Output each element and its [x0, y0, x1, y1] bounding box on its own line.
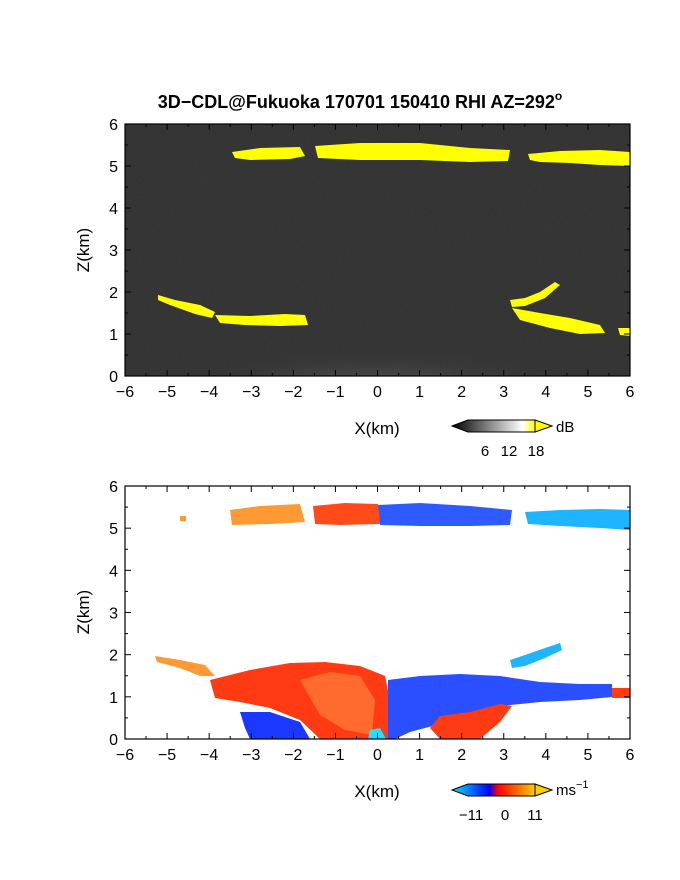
velocity-cloud-orange [230, 504, 305, 525]
velocity-cloud-speck [180, 516, 186, 521]
reflectivity-y-tick-label: 5 [109, 159, 118, 176]
velocity-colorbar-tick-2: 11 [527, 807, 543, 824]
velocity-colorbar: ms−1 −11 0 11 [450, 779, 589, 824]
velocity-colorbar-tick-0: −11 [459, 807, 483, 824]
reflectivity-x-tick-label: −1 [326, 384, 344, 401]
high-reflectivity-features [158, 143, 630, 336]
velocity-axes: −6 −5 −4 −3 −2 −1 0 1 2 3 4 5 6 0 1 2 3 4 5 6 [109, 479, 634, 764]
reflectivity-axes: −6 −5 −4 −3 −2 −1 0 1 2 3 4 5 6 0 1 2 3 4 5 6 [109, 117, 634, 401]
cloud-layer-segment-b [315, 143, 510, 162]
velocity-x-tick-label: −3 [242, 747, 260, 764]
reflectivity-y-axis-label: Z(km) [74, 228, 93, 272]
reflectivity-y-tick-label: 2 [109, 285, 118, 302]
velocity-colorbar-arrow [534, 783, 554, 797]
velocity-x-axis-label: X(km) [354, 782, 399, 801]
velocity-colorbar-unit: ms−1 [556, 779, 589, 799]
reflectivity-y-tick-label: 1 [109, 327, 118, 344]
velocity-panel: −6 −5 −4 −3 −2 −1 0 1 2 3 4 5 6 0 1 2 3 4 5 6 X(km) Z(km) m… [74, 479, 635, 824]
reflectivity-x-tick-label: −5 [158, 384, 176, 401]
reflectivity-x-tick-label: 6 [626, 384, 635, 401]
velocity-cloud-lightblue [525, 509, 630, 530]
reflectivity-y-tick-label: 4 [109, 201, 118, 218]
chart-title: 3D−CDL@Fukuoka 170701 150410 RHI AZ=292o [158, 89, 562, 112]
reflectivity-x-tick-label: 1 [415, 384, 424, 401]
cloud-layer-segment-a [232, 147, 305, 160]
velocity-x-tick-label: −5 [158, 747, 176, 764]
velocity-y-tick-label: 3 [109, 606, 118, 623]
reflectivity-x-tick-label: 4 [541, 384, 550, 401]
reflectivity-colorbar-unit: dB [556, 419, 574, 436]
velocity-y-axis-label: Z(km) [74, 590, 93, 634]
left-cloud-base-a [158, 295, 215, 318]
velocity-upper-lightblue [510, 643, 562, 668]
velocity-colorbar-unit-base: ms [556, 782, 576, 799]
velocity-x-tick-label: 4 [541, 747, 550, 764]
title-text: 3D−CDL@Fukuoka 170701 150410 RHI AZ=292 [158, 92, 555, 112]
cloud-layer-segment-c [528, 150, 630, 166]
velocity-y-tick-label: 6 [109, 479, 118, 496]
velocity-lower-left-blue [240, 712, 310, 739]
velocity-cloud-red [313, 503, 380, 525]
reflectivity-y-tick-label: 3 [109, 243, 118, 260]
reflectivity-x-tick-label: 3 [499, 384, 508, 401]
velocity-x-tick-label: 6 [626, 747, 635, 764]
velocity-x-tick-label: −1 [326, 747, 344, 764]
velocity-colorbar-body [450, 783, 536, 797]
reflectivity-colorbar-tick-2: 18 [528, 443, 545, 460]
velocity-y-tick-label: 5 [109, 521, 118, 538]
velocity-x-tick-label: −4 [200, 747, 218, 764]
velocity-cloud-blue [378, 503, 512, 526]
reflectivity-x-tick-label: −3 [242, 384, 260, 401]
title-degree: o [555, 89, 562, 103]
velocity-y-tick-label: 4 [109, 563, 118, 580]
reflectivity-colorbar-arrow [534, 419, 554, 433]
reflectivity-echoes [158, 143, 630, 376]
velocity-y-tick-label: 1 [109, 690, 118, 707]
velocity-edge-red [612, 688, 630, 698]
reflectivity-x-axis-label: X(km) [354, 419, 399, 438]
velocity-echoes [155, 503, 630, 739]
left-cloud-base-b [215, 314, 308, 326]
velocity-outflow-core [300, 672, 375, 735]
velocity-y-tick-label: 2 [109, 648, 118, 665]
velocity-left-base [155, 656, 215, 676]
velocity-colorbar-unit-exp: −1 [576, 779, 589, 791]
right-cloud-base-b [512, 308, 605, 334]
reflectivity-x-tick-label: 2 [457, 384, 466, 401]
reflectivity-x-tick-label: 0 [373, 384, 382, 401]
reflectivity-x-tick-label: 5 [583, 384, 592, 401]
velocity-x-tick-label: 0 [373, 747, 382, 764]
reflectivity-colorbar-tick-0: 6 [481, 443, 489, 460]
reflectivity-y-tick-label: 0 [109, 369, 118, 386]
velocity-x-tick-label: −6 [116, 747, 134, 764]
velocity-x-tick-label: 2 [457, 747, 466, 764]
velocity-x-tick-label: 3 [499, 747, 508, 764]
right-cloud-base-a [510, 282, 560, 307]
reflectivity-x-tick-label: −6 [116, 384, 134, 401]
reflectivity-colorbar-body [450, 419, 536, 433]
reflectivity-x-tick-label: −4 [200, 384, 218, 401]
velocity-x-tick-label: −2 [284, 747, 302, 764]
velocity-y-tick-label: 0 [109, 732, 118, 749]
reflectivity-x-tick-label: −2 [284, 384, 302, 401]
velocity-lower-right-red [430, 704, 512, 739]
velocity-x-tick-label: 1 [415, 747, 424, 764]
reflectivity-colorbar-tick-1: 12 [501, 443, 518, 460]
reflectivity-y-tick-label: 6 [109, 117, 118, 134]
reflectivity-colorbar: dB 6 12 18 [450, 419, 574, 460]
velocity-x-tick-label: 5 [583, 747, 592, 764]
velocity-colorbar-tick-1: 0 [501, 807, 509, 824]
